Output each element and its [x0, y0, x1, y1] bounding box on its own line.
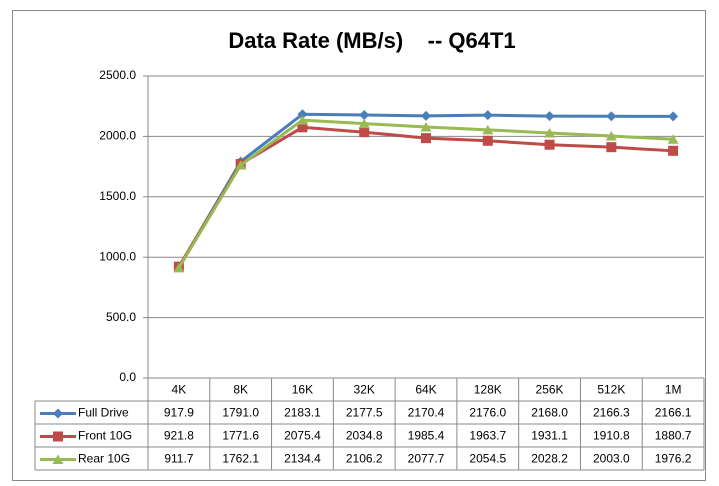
table-cell: 1985.4: [408, 429, 445, 443]
legend-marker: [53, 431, 63, 442]
table-cell: 1963.7: [469, 429, 506, 443]
y-tick-label: 1000.0: [99, 249, 136, 263]
x-tick-label: 32K: [354, 383, 375, 397]
x-tick-label: 256K: [536, 383, 564, 397]
x-tick-label: 1M: [665, 383, 682, 397]
marker: [359, 127, 370, 138]
table-cell: 2183.1: [284, 406, 321, 420]
table-cell: 2168.0: [531, 406, 568, 420]
marker: [606, 111, 617, 122]
marker: [544, 139, 555, 150]
table-cell: 921.8: [164, 429, 194, 443]
table-cell: 2034.8: [346, 429, 383, 443]
marker: [421, 133, 431, 144]
x-tick-label: 512K: [597, 383, 625, 397]
table-cell: 2054.5: [469, 452, 506, 466]
marker: [358, 118, 370, 129]
legend-marker: [53, 408, 63, 419]
marker: [544, 111, 555, 122]
table-cell: 1880.7: [655, 429, 692, 443]
table-cell: 2177.5: [346, 406, 383, 420]
legend-label: Full Drive: [78, 406, 129, 420]
table-cell: 917.9: [164, 406, 194, 420]
table-cell: 2003.0: [593, 452, 630, 466]
x-tick-label: 8K: [233, 383, 248, 397]
y-tick-label: 0.0: [119, 370, 136, 384]
y-tick-label: 1500.0: [99, 189, 136, 203]
y-tick-label: 2500.0: [99, 68, 136, 82]
y-tick-label: 500.0: [106, 310, 136, 324]
marker: [421, 110, 431, 121]
marker: [420, 122, 432, 132]
marker: [297, 122, 308, 133]
table-cell: 1791.0: [222, 406, 259, 420]
marker: [668, 111, 679, 122]
marker: [544, 127, 556, 138]
table-cell: 1910.8: [593, 429, 630, 443]
chart-title: Data Rate (MB/s) -- Q64T1: [228, 28, 515, 53]
table-cell: 2028.2: [531, 452, 568, 466]
table-cell: 911.7: [164, 452, 193, 466]
x-tick-label: 64K: [415, 383, 436, 397]
marker: [359, 109, 370, 120]
y-tick-label: 2000.0: [99, 129, 136, 143]
marker: [297, 109, 308, 120]
marker: [482, 124, 494, 135]
marker: [235, 160, 247, 170]
x-tick-label: 4K: [172, 383, 187, 397]
table-cell: 2106.2: [346, 452, 383, 466]
table-cell: 2170.4: [408, 406, 445, 420]
chart-border: [12, 10, 706, 481]
marker: [605, 131, 617, 141]
marker: [668, 145, 679, 156]
table-cell: 2075.4: [284, 429, 321, 443]
marker: [482, 110, 493, 121]
marker: [606, 142, 617, 153]
x-tick-label: 128K: [474, 383, 502, 397]
marker: [173, 262, 185, 273]
table-cell: 2077.7: [408, 452, 445, 466]
table-cell: 1976.2: [655, 452, 692, 466]
legend-label: Front 10G: [78, 429, 132, 443]
table-cell: 2176.0: [469, 406, 506, 420]
table-cell: 1771.6: [222, 429, 259, 443]
table-cell: 1931.1: [531, 429, 568, 443]
table-cell: 1762.1: [222, 452, 259, 466]
legend-label: Rear 10G: [78, 452, 130, 466]
marker: [296, 115, 308, 125]
legend-marker: [52, 454, 64, 464]
table-cell: 2134.4: [284, 452, 321, 466]
x-tick-label: 16K: [292, 383, 313, 397]
marker: [482, 135, 493, 146]
table-cell: 2166.3: [593, 406, 630, 420]
marker: [667, 134, 679, 144]
table-cell: 2166.1: [655, 406, 692, 420]
